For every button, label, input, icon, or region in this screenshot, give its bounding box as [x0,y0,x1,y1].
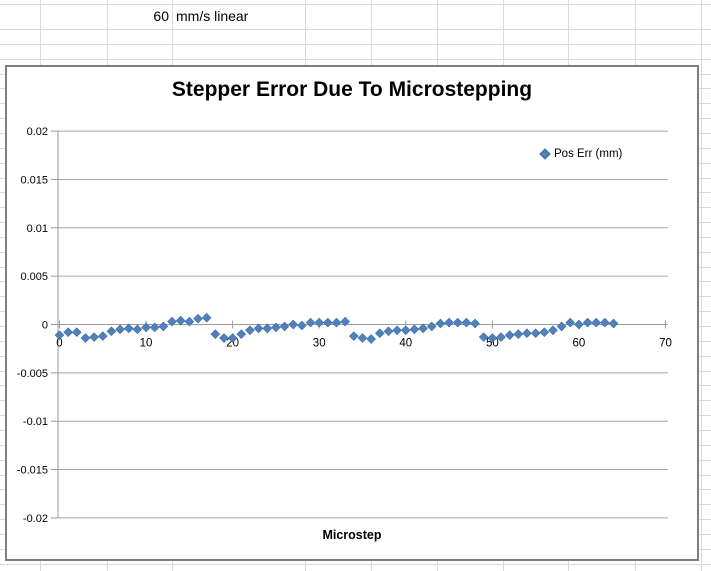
data-point-marker[interactable] [279,321,290,332]
data-point-marker[interactable] [400,325,411,336]
data-point-marker[interactable] [158,321,169,332]
data-point-marker[interactable] [236,329,247,339]
legend-diamond-marker-icon [539,148,551,160]
y-tick-label: 0.005 [20,271,48,283]
x-tick-label: 40 [399,338,412,350]
data-point-marker[interactable] [340,316,351,327]
data-point-marker[interactable] [175,315,186,326]
data-point-marker[interactable] [288,319,299,330]
data-point-marker[interactable] [305,317,316,328]
cell-speed-unit[interactable]: mm/s linear [176,8,249,24]
data-point-marker[interactable] [167,316,177,327]
data-point-marker[interactable] [245,325,255,336]
data-point-marker[interactable] [556,321,567,332]
data-point-marker[interactable] [530,328,541,339]
data-point-marker[interactable] [123,323,134,334]
data-point-marker[interactable] [210,329,221,339]
data-point-marker[interactable] [115,324,125,335]
y-tick-label: 0.02 [27,126,48,138]
data-point-marker[interactable] [426,321,437,332]
data-point-marker[interactable] [201,312,212,323]
cell-speed-value[interactable]: 60 [153,8,169,24]
data-point-marker[interactable] [513,329,524,339]
sheet-grid-line [701,0,702,571]
x-tick-label: 10 [140,338,153,350]
data-point-marker[interactable] [106,326,117,337]
data-point-marker[interactable] [591,317,602,328]
x-tick-label: 0 [56,338,62,350]
x-axis-title[interactable]: Microstep [322,528,382,542]
data-point-marker[interactable] [496,332,506,342]
data-point-marker[interactable] [193,313,203,324]
sheet-grid-line [0,44,711,45]
y-tick-label: -0.015 [17,465,48,477]
data-point-marker[interactable] [323,317,333,328]
data-point-marker[interactable] [97,331,108,341]
data-point-marker[interactable] [470,318,480,329]
y-tick-label: -0.005 [17,368,48,380]
chart-area[interactable]: Stepper Error Due To Microstepping 0.02 0… [5,65,699,561]
data-point-marker[interactable] [262,323,273,334]
legend-series-label: Pos Err (mm) [554,148,623,160]
legend[interactable]: Pos Err (mm) [539,146,623,162]
data-point-marker[interactable] [63,327,73,338]
y-tick-label: -0.01 [23,416,48,428]
data-point-marker[interactable] [548,325,558,336]
x-tick-label: 60 [573,338,586,350]
data-point-marker[interactable] [366,334,376,344]
x-tick-label: 50 [486,338,499,350]
data-point-marker[interactable] [149,322,160,333]
data-point-marker[interactable] [418,323,428,334]
data-point-marker[interactable] [184,316,195,327]
data-point-marker[interactable] [357,333,368,343]
data-point-marker[interactable] [392,325,402,336]
data-point-marker[interactable] [574,319,584,330]
data-point-marker[interactable] [271,322,281,333]
data-point-marker[interactable] [582,317,593,328]
data-point-marker[interactable] [253,323,264,334]
data-point-marker[interactable] [487,333,498,343]
data-point-marker[interactable] [565,317,576,328]
plot-area[interactable]: 0.02 0.015 0.01 0.005 0 -0.005 -0.01 -0.015 -0.0… [7,67,697,559]
data-point-marker[interactable] [435,318,446,329]
data-point-marker[interactable] [383,326,394,337]
data-point-marker[interactable] [89,332,99,342]
x-tick-label: 20 [226,338,239,350]
data-point-marker[interactable] [539,327,550,338]
data-point-marker[interactable] [522,328,532,339]
data-point-marker[interactable] [141,322,151,333]
data-point-marker[interactable] [80,333,91,343]
data-point-marker[interactable] [600,317,610,328]
data-point-marker[interactable] [297,320,307,331]
sheet-grid-line [0,59,711,60]
data-point-marker[interactable] [608,318,619,329]
data-point-marker[interactable] [452,317,463,328]
data-point-marker[interactable] [478,332,489,342]
data-point-marker[interactable] [409,324,420,335]
data-point-marker[interactable] [314,317,325,328]
y-tick-label: 0.015 [20,174,48,186]
y-tick-label: -0.02 [23,513,48,525]
data-point-marker[interactable] [331,317,342,328]
data-point-marker[interactable] [461,317,472,328]
y-tick-label: 0 [42,320,48,332]
data-point-marker[interactable] [219,333,229,343]
data-point-marker[interactable] [374,328,385,339]
x-tick-label: 70 [659,338,672,350]
data-point-marker[interactable] [504,330,515,340]
data-point-marker[interactable] [444,317,454,328]
data-point-marker[interactable] [54,330,65,340]
data-point-marker[interactable] [71,327,82,338]
y-tick-label: 0.01 [27,223,48,235]
data-point-marker[interactable] [227,333,238,343]
sheet-grid-line [0,4,711,5]
sheet-grid-line [0,564,711,565]
x-tick-label: 30 [313,338,326,350]
sheet-grid-line [0,29,711,30]
chart-title[interactable]: Stepper Error Due To Microstepping [171,78,533,101]
data-point-marker[interactable] [349,331,359,341]
data-point-marker[interactable] [132,324,143,335]
